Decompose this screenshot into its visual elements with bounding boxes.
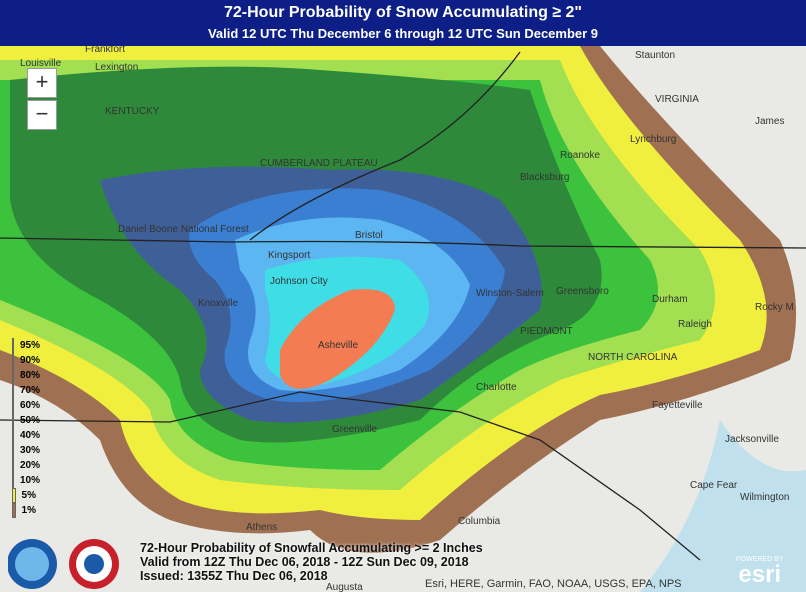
place-label: Fayetteville [652,400,703,411]
place-label: Knoxville [198,298,238,309]
place-label: CUMBERLAND PLATEAU [260,158,378,169]
legend-swatch [12,383,14,398]
legend-label: 5% [21,490,36,501]
place-label: Cape Fear [690,480,738,491]
legend-label: 60% [20,400,41,411]
legend-label: 20% [20,460,41,471]
caption-line: Valid from 12Z Thu Dec 06, 2018 - 12Z Su… [140,555,469,569]
place-label: Rocky M [755,302,794,313]
attribution: Esri, HERE, Garmin, FAO, NOAA, USGS, EPA… [425,578,682,590]
place-label: Durham [652,294,688,305]
legend: 95% 90% 80% 70% 60% 50% 40% 30% 20% 10% 5% 1% [12,338,40,518]
esri-name: esri [738,561,782,588]
legend-item: 30% [12,443,40,458]
legend-label: 30% [20,445,41,456]
place-label: Roanoke [560,150,600,161]
legend-swatch [12,443,14,458]
place-label: Kingsport [268,250,310,261]
legend-item: 70% [12,383,40,398]
contour-80 [280,289,395,389]
place-label: Staunton [635,50,675,61]
legend-label: 90% [20,355,41,366]
header: 72-Hour Probability of Snow Accumulating… [0,0,806,46]
place-label: KENTUCKY [105,106,160,117]
place-label: Johnson City [270,276,328,287]
place-label: Lynchburg [630,134,676,145]
place-label: James [755,116,784,127]
esri-powered: POWERED BY [736,556,784,563]
legend-label: 50% [20,415,41,426]
place-label: Jacksonville [725,434,779,445]
legend-swatch [12,503,16,518]
place-label: Blacksburg [520,172,569,183]
zoom-out[interactable]: − [27,100,57,130]
caption: 72-Hour Probability of Snowfall Accumula… [140,541,483,583]
legend-swatch [12,413,14,428]
place-label: Asheville [318,340,358,351]
place-label: Greensboro [556,286,609,297]
legend-item: 50% [12,413,40,428]
place-label: Daniel Boone National Forest [118,224,249,235]
logos [8,539,119,589]
legend-item: 5% [12,488,36,503]
legend-label: 40% [20,430,41,441]
legend-label: 95% [20,340,41,351]
place-label: Athens [246,522,277,533]
legend-swatch [12,338,14,353]
legend-item: 20% [12,458,40,473]
legend-swatch [12,488,16,503]
legend-item: 60% [12,398,40,413]
subtitle: Valid 12 UTC Thu December 6 through 12 U… [207,26,599,41]
place-label: Bristol [355,230,383,241]
legend-swatch [12,353,14,368]
legend-label: 10% [20,475,41,486]
legend-item: 90% [12,353,40,368]
place-label: Charlotte [476,382,517,393]
place-label: Raleigh [678,319,712,330]
legend-swatch [12,368,14,383]
place-label: Frankfort [85,44,125,55]
place-label: VIRGINIA [655,94,699,105]
place-label: Lexington [95,62,138,73]
legend-label: 70% [20,385,41,396]
place-label: Augusta [326,582,363,592]
legend-item: 1% [12,503,36,518]
caption-line: Issued: 1355Z Thu Dec 06, 2018 [140,569,328,583]
legend-item: 80% [12,368,40,383]
legend-swatch [12,398,14,413]
legend-swatch [12,473,14,488]
place-label: Greenville [332,424,377,435]
legend-swatch [12,458,14,473]
caption-line: 72-Hour Probability of Snowfall Accumula… [140,541,483,555]
place-label: Wilmington [740,492,789,503]
legend-swatch [12,428,14,443]
zoom-in[interactable]: + [27,68,57,98]
place-label: Columbia [458,516,501,527]
place-label: PIEDMONT [520,326,573,337]
legend-item: 40% [12,428,40,443]
legend-item: 95% [12,338,40,353]
place-label: Winston-Salem [476,288,544,299]
place-label: Louisville [20,58,62,69]
place-label: NORTH CAROLINA [588,352,678,363]
esri-logo: POWERED BY esri [736,556,783,587]
legend-label: 80% [20,370,41,381]
legend-item: 10% [12,473,40,488]
legend-label: 1% [21,505,36,516]
title: 72-Hour Probability of Snow Accumulating… [223,4,583,21]
